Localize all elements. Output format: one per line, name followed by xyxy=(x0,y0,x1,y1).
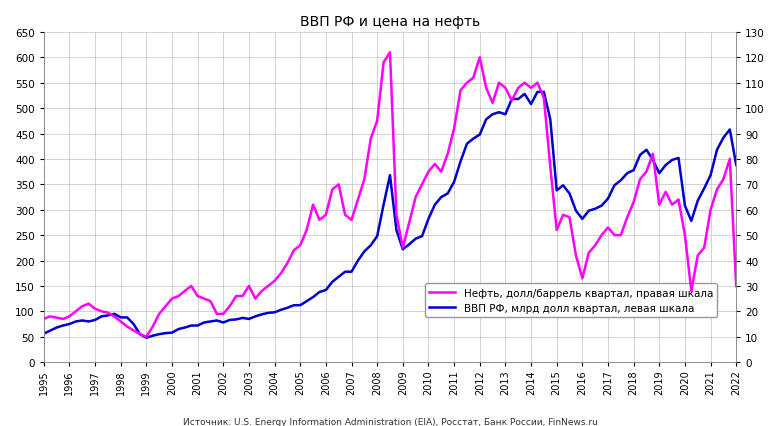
ВВП РФ, млрд долл квартал, левая шкала xyxy=(501,112,510,118)
Line: Нефть, долл/баррель квартал, правая шкала: Нефть, долл/баррель квартал, правая шкал… xyxy=(44,53,736,337)
ВВП РФ, млрд долл квартал, левая шкала xyxy=(533,90,542,95)
ВВП РФ, млрд долл квартал, левая шкала xyxy=(417,234,427,239)
Text: Источник: U.S. Energy Information Administration (EIA), Росстат, Банк России, Fi: Источник: U.S. Energy Information Admini… xyxy=(183,417,597,426)
Title: ВВП РФ и цена на нефть: ВВП РФ и цена на нефть xyxy=(300,15,480,29)
ВВП РФ, млрд долл квартал, левая шкала xyxy=(238,316,247,321)
ВВП РФ, млрд долл квартал, левая шкала xyxy=(424,217,433,222)
Нефть, долл/баррель квартал, правая шкала xyxy=(90,306,100,311)
Line: ВВП РФ, млрд долл квартал, левая шкала: ВВП РФ, млрд долл квартал, левая шкала xyxy=(44,93,736,338)
Нефть, долл/баррель квартал, правая шкала xyxy=(732,284,741,289)
Нефть, долл/баррель квартал, правая шкала xyxy=(276,271,285,276)
Нефть, долл/баррель квартал, правая шкала xyxy=(431,162,440,167)
Нефть, долл/баррель квартал, правая шкала xyxy=(142,334,151,340)
Нефть, долл/баррель квартал, правая шкала xyxy=(507,99,516,104)
ВВП РФ, млрд долл квартал, левая шкала xyxy=(732,163,741,168)
ВВП РФ, млрд долл квартал, левая шкала xyxy=(90,318,100,323)
Нефть, долл/баррель квартал, правая шкала xyxy=(385,51,395,56)
Legend: Нефть, долл/баррель квартал, правая шкала, ВВП РФ, млрд долл квартал, левая шкал: Нефть, долл/баррель квартал, правая шкал… xyxy=(425,284,717,317)
ВВП РФ, млрд долл квартал, левая шкала xyxy=(39,331,48,337)
ВВП РФ, млрд долл квартал, левая шкала xyxy=(276,308,285,313)
Нефть, долл/баррель квартал, правая шкала xyxy=(424,170,433,175)
ВВП РФ, млрд долл квартал, левая шкала xyxy=(142,335,151,340)
Нефть, долл/баррель квартал, правая шкала xyxy=(39,317,48,322)
Нефть, долл/баррель квартал, правая шкала xyxy=(238,294,247,299)
